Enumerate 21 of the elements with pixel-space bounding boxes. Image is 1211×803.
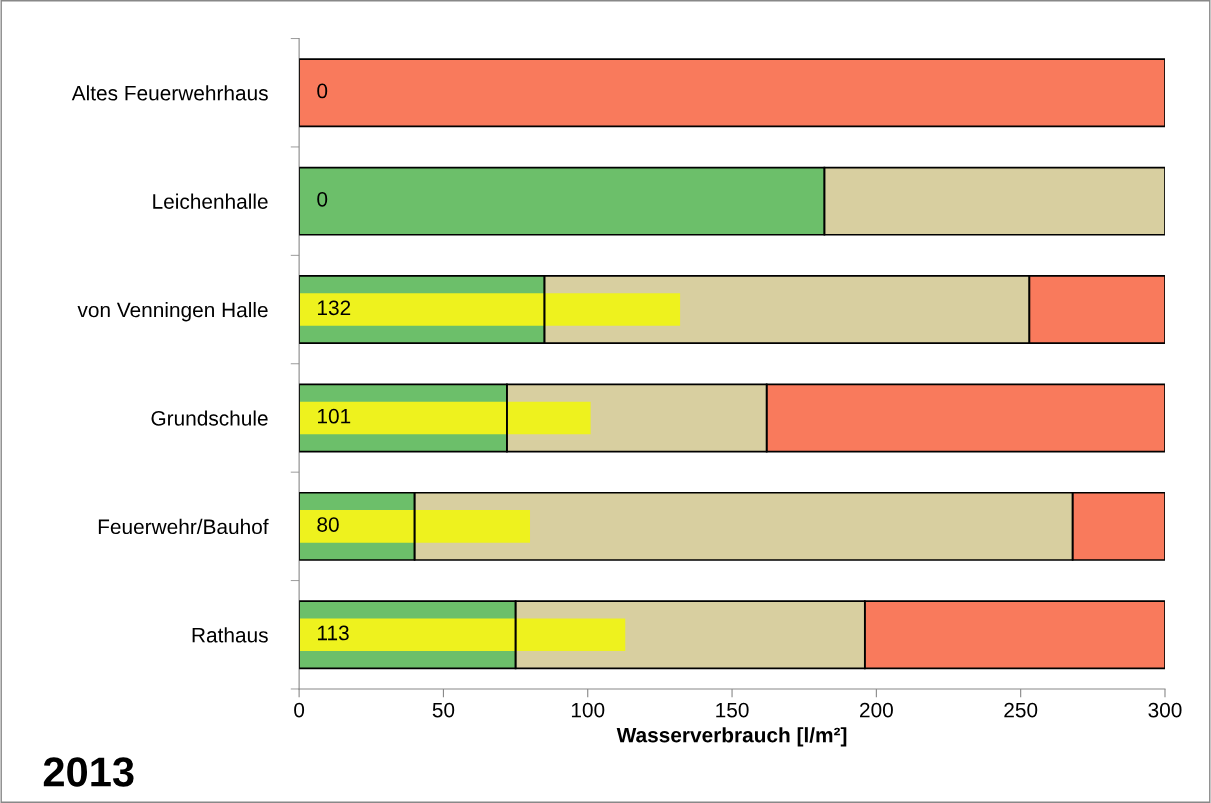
data-label: 101 — [318, 408, 351, 424]
y-tick-label: von Venningen Halle — [77, 302, 268, 322]
data-label: 0 — [317, 83, 328, 99]
x-tick-label: 300 — [1148, 702, 1182, 718]
data-label: 0 — [317, 191, 328, 207]
text: 2013 — [43, 757, 134, 787]
data-label: 80 — [317, 517, 339, 532]
x-tick-label: 200 — [860, 702, 893, 718]
y-tick-label: Grundschule — [151, 410, 268, 426]
data-label: 132 — [318, 300, 351, 316]
x-tick-label: 50 — [432, 702, 455, 718]
data-label: 113 — [318, 625, 349, 641]
x-tick-label: 250 — [1004, 702, 1038, 718]
x-axis-title: Wasserverbrauch [l/m²] — [616, 727, 847, 747]
x-tick-label: 0 — [294, 702, 305, 718]
x-tick-label: 150 — [716, 702, 749, 718]
y-tick-label: Altes Feuerwehrhaus — [71, 85, 268, 101]
y-tick-label: Feuerwehr/Bauhof — [98, 518, 269, 535]
y-tick-label: Leichenhalle — [153, 193, 268, 209]
x-tick-label: 100 — [571, 702, 605, 718]
y-tick-label: Rathaus — [192, 627, 268, 643]
